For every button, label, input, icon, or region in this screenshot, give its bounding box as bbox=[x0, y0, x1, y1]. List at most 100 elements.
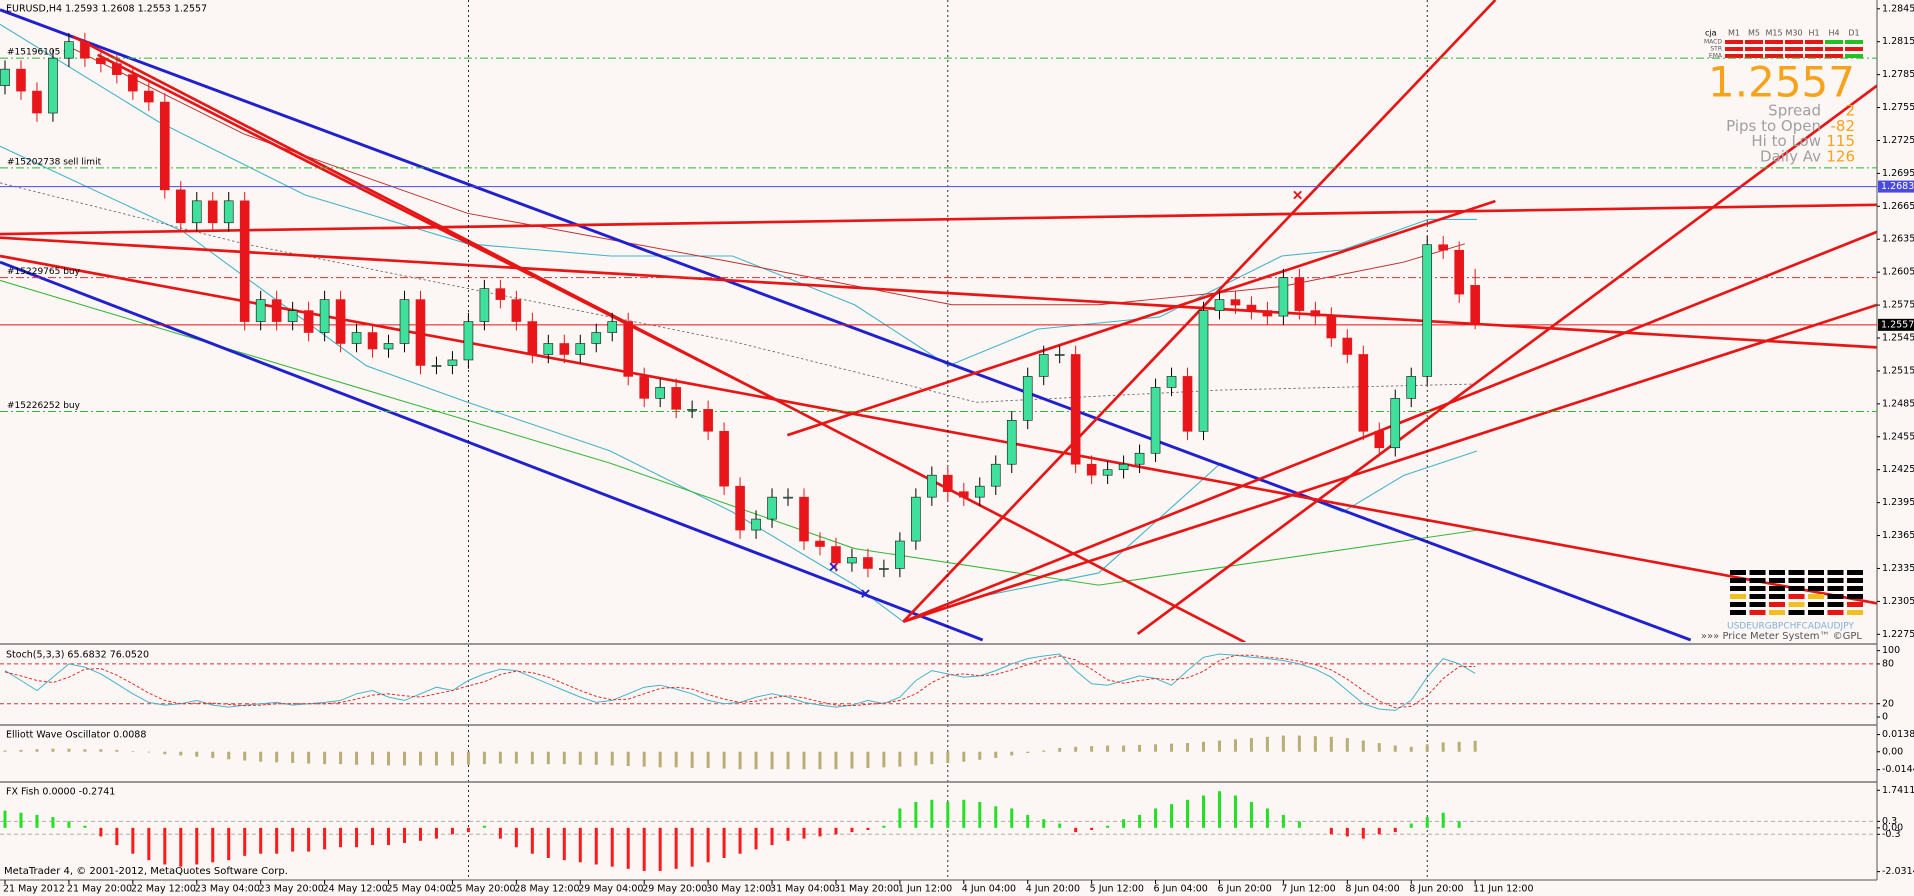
signal-cell bbox=[1845, 40, 1863, 44]
y-tick-label: 0.3 bbox=[1882, 816, 1897, 827]
candle-body bbox=[735, 485, 745, 531]
x-tick-label: 29 May 04:00 bbox=[578, 884, 643, 895]
info-header: cja bbox=[1705, 29, 1717, 38]
candle-body bbox=[543, 343, 554, 355]
meter-cell bbox=[1730, 586, 1746, 591]
candle-body bbox=[559, 343, 570, 355]
candle-body bbox=[1006, 420, 1017, 465]
candle-body bbox=[223, 200, 234, 224]
y-tick-label: 100 bbox=[1882, 645, 1900, 656]
info-value: 126 bbox=[1826, 147, 1855, 165]
meter-cell bbox=[1827, 586, 1844, 591]
signal-cell bbox=[1745, 47, 1763, 51]
candle-body bbox=[479, 288, 490, 322]
signal-cell bbox=[1825, 54, 1843, 58]
candle-body bbox=[1134, 452, 1145, 465]
candle-body bbox=[527, 321, 538, 355]
pane-title: Stoch(5,3,3) 65.6832 76.0520 bbox=[6, 650, 149, 661]
candle-body bbox=[1470, 285, 1480, 326]
red-trendlines bbox=[0, 0, 1877, 642]
meter-cell bbox=[1788, 570, 1805, 575]
price-label: 1.2683 bbox=[1881, 181, 1914, 192]
meter-cell bbox=[1808, 578, 1824, 583]
y-tick-label: -2.0314 bbox=[1882, 866, 1914, 877]
candle-body bbox=[1214, 299, 1225, 311]
candle-body bbox=[303, 310, 314, 333]
candle-body bbox=[1262, 310, 1273, 317]
candle-body bbox=[783, 496, 793, 499]
meter-cell bbox=[1769, 594, 1785, 599]
x-tick-label: 11 Jun 12:00 bbox=[1473, 884, 1533, 895]
signal-label: MACD bbox=[1704, 39, 1722, 46]
candle-body bbox=[1358, 354, 1369, 432]
candle-body bbox=[575, 343, 586, 355]
candle-body bbox=[815, 540, 825, 547]
signal-cell bbox=[1765, 47, 1783, 51]
y-tick-label: -0.0144 bbox=[1882, 764, 1914, 775]
x-tick-label: 31 May 04:00 bbox=[770, 884, 835, 895]
candle-body bbox=[1326, 315, 1337, 339]
candle-body bbox=[415, 299, 426, 366]
ma-dotted bbox=[0, 182, 1478, 403]
y-tick-label: 1.2605 bbox=[1882, 267, 1914, 278]
x-tick-label: 21 May 2012 bbox=[3, 884, 65, 895]
meter-cell bbox=[1730, 570, 1746, 575]
signal-cell bbox=[1765, 40, 1783, 44]
meter-cell bbox=[1730, 578, 1746, 583]
x-tick-label: 8 Jun 20:00 bbox=[1409, 884, 1463, 895]
y-tick-label: 1.2815 bbox=[1882, 36, 1914, 47]
candle-body bbox=[1198, 310, 1209, 432]
candle-body bbox=[703, 409, 713, 432]
candle-body bbox=[463, 321, 474, 361]
candle-body bbox=[1070, 354, 1081, 465]
timeframe-label: M5 bbox=[1748, 29, 1760, 38]
candle-body bbox=[128, 74, 138, 92]
candle-body bbox=[1086, 463, 1097, 476]
y-tick-label: 1.2665 bbox=[1882, 201, 1914, 212]
price-label: 1.2557 bbox=[1881, 319, 1914, 330]
candle-body bbox=[607, 321, 618, 333]
signal-cell bbox=[1725, 47, 1743, 51]
candle-body bbox=[767, 496, 777, 520]
candle-body bbox=[1118, 463, 1129, 471]
meter-cell bbox=[1769, 610, 1785, 615]
candle-body bbox=[591, 332, 602, 344]
candle-body bbox=[1246, 304, 1257, 311]
meter-cell bbox=[1847, 586, 1863, 591]
meter-cell bbox=[1847, 578, 1863, 583]
y-tick-label: -0.3 bbox=[1882, 829, 1901, 840]
candle-body bbox=[335, 299, 346, 344]
meter-cell bbox=[1808, 602, 1824, 607]
candle-body bbox=[351, 332, 362, 344]
meter-cell bbox=[1847, 594, 1863, 599]
y-tick-label: 1.2455 bbox=[1882, 431, 1914, 442]
meter-cell bbox=[1769, 586, 1785, 591]
candle-body bbox=[271, 299, 282, 322]
candle-body bbox=[990, 463, 1001, 487]
x-tick-label: 6 Jun 20:00 bbox=[1217, 884, 1271, 895]
meter-cell bbox=[1769, 578, 1785, 583]
candle-body bbox=[16, 68, 26, 92]
meter-cell bbox=[1749, 594, 1766, 599]
meter-cell bbox=[1827, 594, 1844, 599]
y-tick-label: 1.2545 bbox=[1882, 333, 1914, 344]
y-tick-label: 1.2695 bbox=[1882, 168, 1914, 179]
signal-cell bbox=[1825, 47, 1843, 51]
candle-body bbox=[623, 321, 634, 377]
timeframe-label: M30 bbox=[1785, 29, 1802, 38]
y-tick-label: 1.2635 bbox=[1882, 234, 1914, 245]
candle-body bbox=[831, 546, 841, 564]
meter-cell bbox=[1788, 602, 1805, 607]
candle-body bbox=[1406, 376, 1417, 399]
candle-body bbox=[799, 496, 809, 542]
meter-cell bbox=[1788, 578, 1805, 583]
y-tick-label: 1.2305 bbox=[1882, 596, 1914, 607]
price-label-box bbox=[1878, 318, 1914, 331]
meter-cell bbox=[1749, 578, 1766, 583]
candle-body bbox=[80, 41, 90, 59]
y-tick-label: 1.2755 bbox=[1882, 102, 1914, 113]
candle-body bbox=[1054, 354, 1065, 356]
candle-body bbox=[255, 299, 266, 322]
order-label: #15229765 buy bbox=[7, 267, 81, 277]
candle-body bbox=[319, 299, 330, 333]
